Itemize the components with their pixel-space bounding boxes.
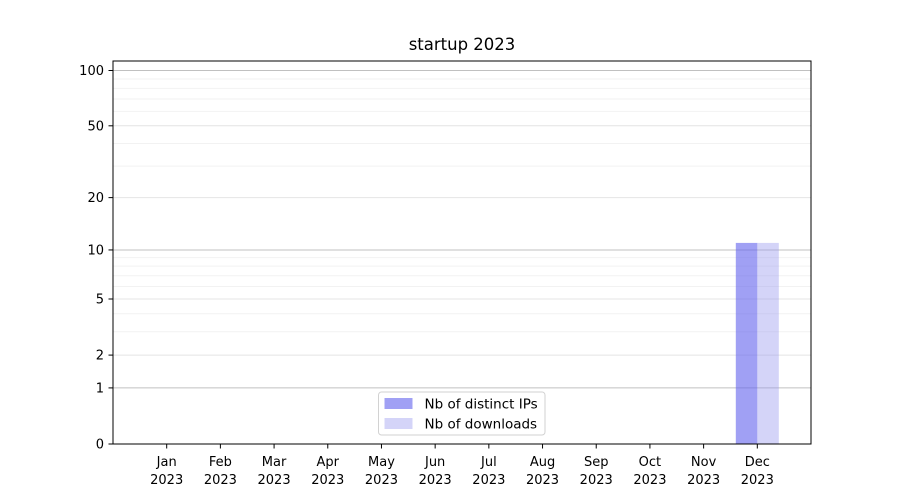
x-axis-tick-label-month: Dec	[745, 455, 770, 470]
x-axis-tick-label-year: 2023	[365, 473, 398, 488]
y-axis-tick-label: 10	[87, 243, 104, 258]
y-axis-tick-label: 100	[79, 64, 104, 79]
x-axis-tick-label-year: 2023	[687, 473, 720, 488]
legend-label-series0: Nb of distinct IPs	[425, 397, 538, 413]
chart-title: startup 2023	[409, 35, 516, 54]
x-axis-tick-label-month: Feb	[209, 455, 232, 470]
x-axis-tick-label-year: 2023	[258, 473, 291, 488]
x-axis-tick-label-year: 2023	[311, 473, 344, 488]
x-axis-tick-label-month: Aug	[530, 455, 555, 470]
x-axis-tick-label-month: Oct	[639, 455, 661, 470]
y-axis-tick-label: 5	[96, 292, 104, 307]
x-axis-tick-label-year: 2023	[741, 473, 774, 488]
x-axis-tick-label-year: 2023	[419, 473, 452, 488]
x-axis-tick-label-month: Mar	[262, 455, 287, 470]
x-axis-tick-label-year: 2023	[526, 473, 559, 488]
y-axis-tick-label: 50	[87, 119, 104, 134]
x-axis-tick-label-month: Nov	[691, 455, 717, 470]
x-axis-tick-label-month: Jan	[156, 455, 177, 470]
x-axis-tick-label-year: 2023	[580, 473, 613, 488]
y-axis-tick-label: 1	[96, 381, 104, 396]
x-axis-tick-label-month: Sep	[584, 455, 609, 470]
legend-label-series1: Nb of downloads	[425, 417, 538, 433]
bar-dec-series0	[735, 242, 758, 444]
x-axis-tick-label-year: 2023	[633, 473, 666, 488]
x-axis-tick-label-month: May	[368, 455, 395, 470]
y-axis-tick-label: 20	[87, 191, 104, 206]
x-axis-tick-label-year: 2023	[204, 473, 237, 488]
x-axis-tick-label-month: Apr	[317, 455, 340, 470]
x-axis-tick-label-month: Jul	[480, 455, 497, 470]
plot-frame	[112, 60, 812, 445]
x-axis-tick-label-month: Jun	[424, 455, 445, 470]
y-axis-tick-label: 0	[96, 438, 104, 453]
legend-box	[378, 391, 546, 436]
bar-dec-series1	[757, 242, 779, 444]
x-axis-tick-label-year: 2023	[472, 473, 505, 488]
legend-swatch-series0	[384, 398, 413, 409]
x-axis-tick-label-year: 2023	[150, 473, 183, 488]
y-axis-tick-label: 2	[96, 349, 104, 364]
legend-swatch-series1	[384, 418, 413, 429]
